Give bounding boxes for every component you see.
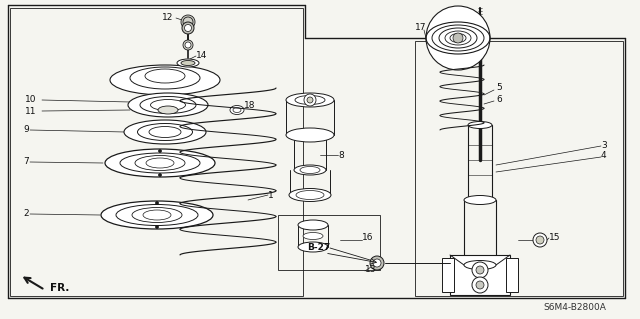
Circle shape (183, 40, 193, 50)
Ellipse shape (177, 59, 199, 67)
Circle shape (181, 15, 195, 29)
Ellipse shape (445, 31, 471, 45)
Ellipse shape (286, 128, 334, 142)
Text: 4: 4 (601, 152, 607, 160)
Ellipse shape (143, 210, 171, 220)
Bar (415, 41, 623, 296)
Circle shape (156, 202, 159, 204)
Circle shape (156, 226, 159, 228)
Ellipse shape (464, 261, 496, 270)
Text: 10: 10 (25, 95, 36, 105)
Ellipse shape (138, 123, 193, 140)
Text: 7: 7 (23, 158, 29, 167)
Ellipse shape (294, 165, 326, 175)
Circle shape (453, 33, 463, 43)
Text: 3: 3 (601, 140, 607, 150)
Text: 5: 5 (496, 84, 502, 93)
Circle shape (472, 262, 488, 278)
Text: 14: 14 (196, 50, 207, 60)
Ellipse shape (432, 25, 484, 51)
Ellipse shape (150, 100, 186, 110)
Ellipse shape (124, 120, 206, 144)
Ellipse shape (145, 69, 185, 83)
Circle shape (476, 281, 484, 289)
Text: B-27: B-27 (307, 243, 330, 253)
Ellipse shape (181, 61, 195, 65)
Ellipse shape (464, 196, 496, 204)
Circle shape (185, 42, 191, 48)
Ellipse shape (128, 93, 208, 117)
Ellipse shape (289, 189, 331, 202)
Ellipse shape (132, 207, 182, 222)
Circle shape (476, 266, 484, 274)
Ellipse shape (295, 95, 325, 105)
Ellipse shape (130, 67, 200, 89)
Text: 2: 2 (23, 210, 29, 219)
Circle shape (182, 22, 194, 34)
Ellipse shape (468, 122, 492, 129)
Circle shape (536, 236, 544, 244)
Circle shape (184, 25, 191, 32)
Text: 17: 17 (415, 24, 426, 33)
Ellipse shape (450, 33, 466, 42)
Ellipse shape (230, 106, 244, 115)
Text: 13: 13 (365, 265, 376, 275)
Circle shape (370, 256, 384, 270)
Ellipse shape (300, 167, 320, 174)
Circle shape (307, 97, 313, 103)
Bar (450, 255, 510, 295)
Ellipse shape (286, 93, 334, 107)
Text: S6M4-B2800A: S6M4-B2800A (543, 303, 606, 313)
Text: FR.: FR. (50, 283, 69, 293)
Ellipse shape (468, 197, 492, 204)
Circle shape (533, 233, 547, 247)
Bar (278, 215, 380, 270)
Ellipse shape (110, 65, 220, 95)
Ellipse shape (120, 153, 200, 173)
Bar (10, 8, 303, 296)
Circle shape (159, 174, 161, 176)
Text: 6: 6 (496, 94, 502, 103)
Text: 15: 15 (549, 233, 561, 241)
Circle shape (304, 94, 316, 106)
Circle shape (183, 17, 193, 27)
Ellipse shape (135, 155, 185, 170)
Ellipse shape (303, 233, 323, 240)
Ellipse shape (298, 220, 328, 230)
Text: 12: 12 (162, 13, 173, 23)
Ellipse shape (116, 204, 198, 226)
Text: 1: 1 (268, 190, 274, 199)
Ellipse shape (158, 106, 178, 114)
Ellipse shape (298, 242, 328, 252)
Text: 8: 8 (338, 151, 344, 160)
Ellipse shape (140, 97, 196, 114)
Circle shape (159, 150, 161, 152)
Text: 16: 16 (362, 234, 374, 242)
Ellipse shape (439, 28, 477, 48)
Ellipse shape (105, 149, 215, 177)
Text: 11: 11 (25, 107, 36, 115)
Text: 9: 9 (23, 125, 29, 135)
Ellipse shape (233, 108, 241, 113)
Circle shape (373, 259, 381, 267)
Bar (442, 258, 454, 292)
Ellipse shape (149, 127, 181, 137)
Circle shape (472, 277, 488, 293)
Text: 18: 18 (244, 101, 255, 110)
Ellipse shape (101, 201, 213, 229)
Circle shape (426, 6, 490, 70)
Ellipse shape (296, 190, 324, 199)
Ellipse shape (146, 158, 174, 168)
Bar (506, 258, 518, 292)
